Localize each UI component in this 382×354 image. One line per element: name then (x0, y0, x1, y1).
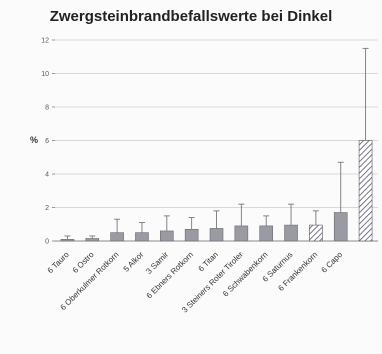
error-bar (64, 235, 71, 240)
y-tick-label: 2 (45, 205, 49, 212)
error-bar (263, 215, 270, 226)
y-tick-label: 6 (45, 138, 49, 145)
bar (209, 228, 224, 242)
x-tick-label: 6 Titan (197, 250, 220, 273)
y-tick-label: 0 (45, 239, 49, 246)
bar (110, 232, 124, 242)
error-bar (138, 222, 145, 233)
y-axis-label: % (30, 135, 38, 145)
error-bar (213, 210, 220, 229)
error-bar (238, 203, 245, 226)
x-tick-label: 6 Schwabenkorn (221, 250, 270, 299)
bar (259, 225, 273, 242)
chart-title: Zwergsteinbrandbefallswerte bei Dinkel (49, 8, 333, 25)
error-bar (89, 235, 96, 239)
bar (60, 239, 75, 242)
x-tick-label: 6 Ebners Rotkorn (145, 250, 195, 300)
error-bar (288, 203, 295, 226)
error-bar (337, 161, 344, 213)
bar (309, 224, 323, 242)
y-tick-label: 8 (45, 105, 49, 112)
error-bar (312, 210, 319, 226)
axes: 0 2 4 6 8 10 12 (41, 38, 378, 246)
y-tick-label: 10 (41, 71, 49, 78)
bar (358, 140, 373, 242)
x-tick-label: 6 Capo (320, 250, 345, 275)
y-tick-label: 12 (41, 38, 49, 45)
error-bar (188, 217, 195, 230)
bar (284, 224, 298, 242)
error-bar (114, 218, 121, 233)
bars (60, 140, 373, 242)
y-tick-label: 4 (45, 172, 49, 179)
bar (184, 228, 199, 242)
x-tick-label: 5 Alkor (122, 250, 146, 274)
bar (85, 238, 100, 242)
error-bar (163, 215, 170, 231)
bar (333, 212, 348, 242)
x-tick-label: 6 Tauro (46, 250, 72, 276)
bar (135, 232, 149, 242)
gridlines (55, 39, 378, 208)
error-bar (362, 47, 369, 141)
bar (234, 225, 249, 242)
error-bars (64, 47, 369, 240)
bar (160, 230, 174, 242)
